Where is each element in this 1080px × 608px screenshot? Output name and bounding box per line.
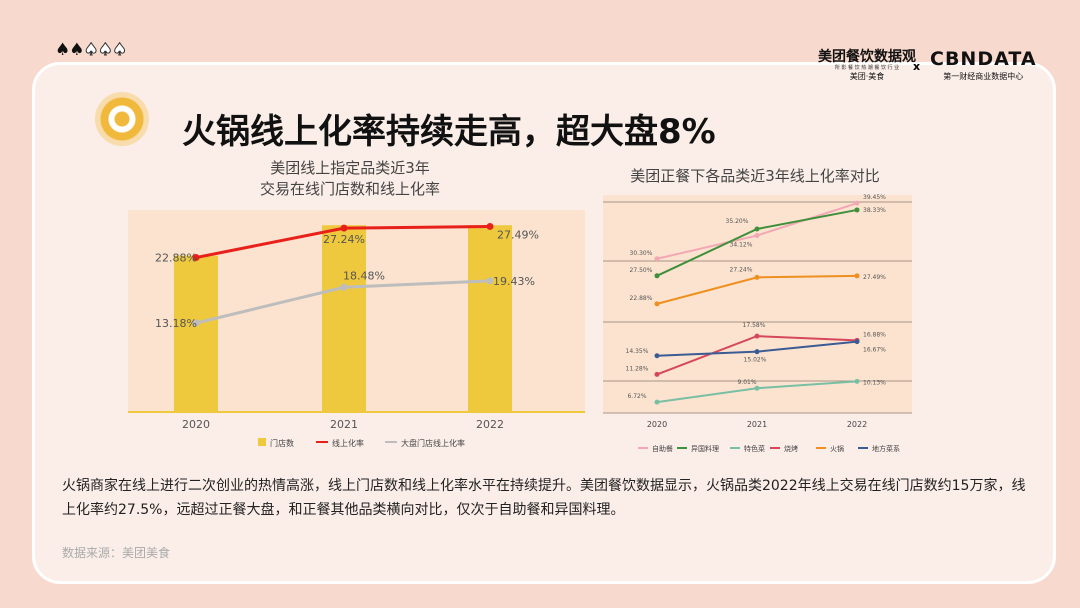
- x-tick-label: 2022: [476, 418, 504, 431]
- legend-swatch: [258, 438, 266, 446]
- data-point: [854, 207, 860, 213]
- x-tick-label: 2020: [182, 418, 210, 431]
- data-label: 27.50%: [630, 267, 653, 274]
- legend-label: 异国料理: [691, 444, 719, 453]
- legend-label: 线上化率: [332, 438, 364, 448]
- target-icon: [95, 92, 149, 146]
- data-label: 34.12%: [730, 242, 753, 249]
- data-label: 38.33%: [863, 207, 886, 214]
- data-point: [754, 385, 760, 391]
- body-text: 火锅商家在线上进行二次创业的热情高涨，线上门店数和线上化率水平在持续提升。美团餐…: [62, 478, 1026, 518]
- legend-label: 火锅: [830, 444, 844, 453]
- data-label: 30.30%: [630, 250, 653, 257]
- data-label: 14.35%: [626, 348, 649, 355]
- page-title: 火锅线上化率持续走高，超大盘8%: [182, 112, 716, 152]
- logo-sub: 所 影 餐 饮 热 潮 餐 饮 行 业: [834, 65, 900, 71]
- data-point: [854, 339, 860, 345]
- separator: x: [913, 60, 921, 73]
- data-point: [654, 371, 660, 377]
- data-point: [854, 378, 860, 384]
- data-point: [192, 319, 200, 327]
- data-label: 17.58%: [743, 322, 766, 329]
- data-label: 35.20%: [726, 218, 749, 225]
- data-label: 13.18%: [155, 317, 197, 330]
- data-point: [754, 226, 760, 232]
- data-label: 9.01%: [737, 379, 756, 386]
- data-point: [654, 301, 660, 307]
- data-source: 数据来源：美团美食: [62, 546, 171, 560]
- right-chart-title: 美团正餐下各品类近3年线上化率对比: [630, 167, 880, 185]
- flame-icon: ♠: [55, 40, 70, 60]
- meituan-logo: 美团餐饮数据观 所 影 餐 饮 热 潮 餐 饮 行 业 美团·美食: [818, 50, 916, 81]
- data-label: 16.67%: [863, 347, 886, 354]
- flame-icon: ♠: [69, 40, 84, 60]
- data-point: [654, 256, 660, 262]
- data-point: [192, 254, 200, 262]
- data-point: [654, 353, 660, 359]
- cbndata-logo: CBNDATA 第一财经商业数据中心: [930, 50, 1037, 82]
- data-point: [754, 349, 760, 355]
- logo-sub: 第一财经商业数据中心: [943, 72, 1024, 81]
- left-chart-title: 美团线上指定品类近3年 交易在线门店数和线上化率: [200, 158, 500, 200]
- data-label: 27.24%: [730, 266, 753, 273]
- data-point: [654, 273, 660, 279]
- legend-label: 烧烤: [784, 444, 798, 453]
- data-point: [854, 200, 860, 206]
- title-line: 交易在线门店数和线上化率: [259, 180, 440, 198]
- data-point: [754, 274, 760, 280]
- data-label: 27.49%: [863, 274, 886, 281]
- data-point: [654, 399, 660, 405]
- heat-rating: ♠♠♠♠♠: [55, 40, 128, 61]
- logo-text: 美团餐饮数据观: [818, 49, 916, 65]
- data-point: [754, 333, 760, 339]
- x-tick-label: 2021: [330, 418, 358, 431]
- data-point: [340, 224, 348, 232]
- x-tick-label: 2021: [747, 420, 767, 429]
- data-label: 11.28%: [626, 365, 649, 372]
- data-label: 15.02%: [744, 357, 767, 364]
- x-tick-label: 2022: [847, 420, 867, 429]
- data-label: 27.24%: [323, 233, 365, 246]
- data-label: 18.48%: [343, 269, 385, 282]
- data-point: [854, 273, 860, 279]
- bar: [322, 225, 366, 412]
- x-tick-label: 2020: [647, 420, 667, 429]
- data-label: 10.13%: [863, 379, 886, 386]
- flame-icon: ♠: [111, 40, 127, 61]
- data-label: 6.72%: [627, 393, 646, 400]
- data-label: 22.88%: [155, 252, 197, 265]
- legend-label: 大盘门店线上化率: [401, 438, 465, 448]
- flame-icon: ♠: [97, 40, 113, 61]
- data-label: 27.49%: [497, 228, 539, 241]
- data-label: 39.45%: [863, 194, 886, 201]
- flame-icon: ♠: [83, 40, 99, 61]
- legend-label: 特色菜: [744, 444, 765, 453]
- data-label: 19.43%: [493, 275, 535, 288]
- data-point: [340, 283, 348, 291]
- data-label: 16.88%: [863, 331, 886, 338]
- data-point: [486, 222, 494, 230]
- legend-label: 地方菜系: [872, 444, 900, 453]
- data-point: [754, 233, 760, 239]
- data-point: [486, 277, 494, 285]
- title-line: 美团线上指定品类近3年: [270, 159, 430, 177]
- logo-text: CBNDATA: [930, 48, 1037, 70]
- data-label: 22.88%: [630, 295, 653, 302]
- legend-label: 自助餐: [652, 444, 673, 453]
- bar: [468, 225, 512, 412]
- legend-label: 门店数: [270, 438, 294, 448]
- bar: [174, 255, 218, 412]
- logo-brand: 美团·美食: [849, 72, 885, 81]
